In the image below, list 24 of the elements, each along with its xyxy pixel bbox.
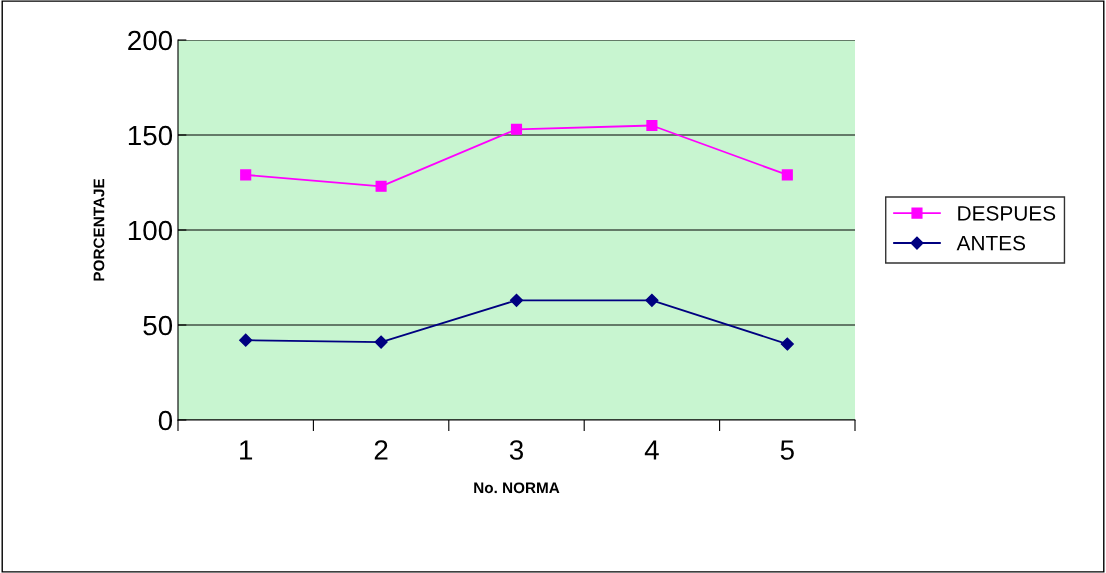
point bbox=[239, 333, 253, 347]
point bbox=[781, 169, 793, 181]
point bbox=[780, 337, 794, 351]
point bbox=[646, 119, 658, 132]
x-tick-label: 5 bbox=[780, 440, 794, 460]
x-tick-label: 2 bbox=[374, 440, 388, 460]
point bbox=[375, 180, 387, 192]
y-tick-label: 100 bbox=[128, 220, 173, 241]
y-tick-label: 200 bbox=[128, 30, 173, 51]
point bbox=[645, 293, 659, 307]
legend-label: DESPUES bbox=[958, 205, 1056, 221]
point bbox=[510, 123, 523, 135]
x-tick-label: 3 bbox=[509, 440, 523, 460]
legend-label: ANTES bbox=[956, 235, 1026, 251]
y-tick-label: 0 bbox=[158, 410, 173, 431]
y-axis-title: PORCENTAJE bbox=[93, 178, 105, 281]
x-tick-label: 1 bbox=[240, 440, 253, 460]
point bbox=[240, 169, 252, 181]
x-tick-label: 4 bbox=[644, 440, 659, 460]
point bbox=[509, 293, 524, 307]
y-tick-label: 150 bbox=[128, 125, 173, 146]
y-tick-label: 50 bbox=[143, 315, 173, 336]
x-axis-title: No. NORMA bbox=[474, 482, 560, 494]
point bbox=[374, 335, 388, 349]
